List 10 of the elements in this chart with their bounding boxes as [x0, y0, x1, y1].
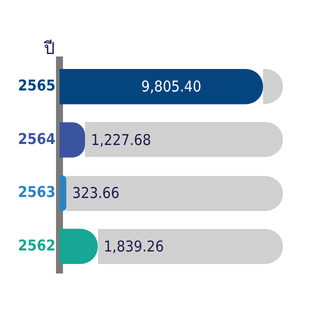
data-label: 9,805.40 — [141, 78, 202, 96]
data-label: 1,839.26 — [104, 237, 164, 256]
bar — [60, 176, 66, 211]
y-tick-label: 2565 — [18, 76, 56, 95]
data-label: 323.66 — [72, 184, 120, 202]
y-tick-label: 2563 — [18, 183, 56, 202]
chart-title: ปี — [44, 38, 55, 61]
y-tick-label: 2564 — [18, 130, 56, 148]
y-tick-label: 2562 — [18, 236, 56, 254]
data-label: 1,227.68 — [91, 130, 152, 149]
